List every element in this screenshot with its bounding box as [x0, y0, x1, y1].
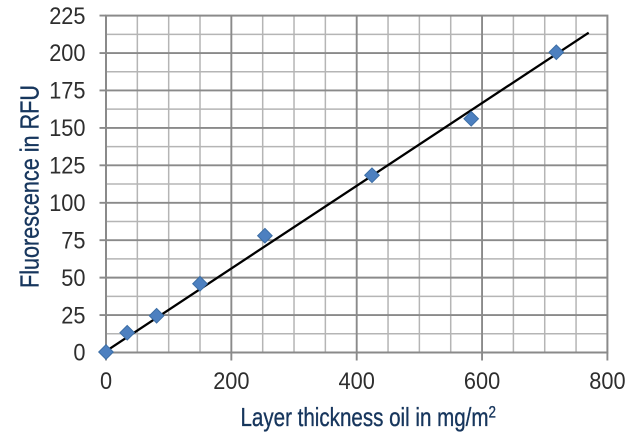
svg-text:600: 600 [464, 368, 500, 395]
svg-text:800: 800 [589, 368, 625, 395]
svg-text:Fluorescence in RFU: Fluorescence in RFU [15, 85, 45, 288]
svg-text:0: 0 [73, 340, 85, 367]
svg-text:400: 400 [339, 368, 375, 395]
svg-text:175: 175 [49, 78, 85, 105]
svg-text:Layer thickness oil in mg/m2: Layer thickness oil in mg/m2 [241, 402, 497, 432]
svg-text:25: 25 [61, 302, 85, 329]
svg-text:75: 75 [61, 227, 85, 254]
svg-text:150: 150 [49, 115, 85, 142]
svg-text:225: 225 [49, 3, 85, 30]
svg-text:200: 200 [49, 40, 85, 67]
svg-text:50: 50 [61, 265, 85, 292]
svg-text:200: 200 [213, 368, 249, 395]
svg-text:125: 125 [49, 153, 85, 180]
svg-text:0: 0 [100, 368, 112, 395]
svg-text:100: 100 [49, 190, 85, 217]
